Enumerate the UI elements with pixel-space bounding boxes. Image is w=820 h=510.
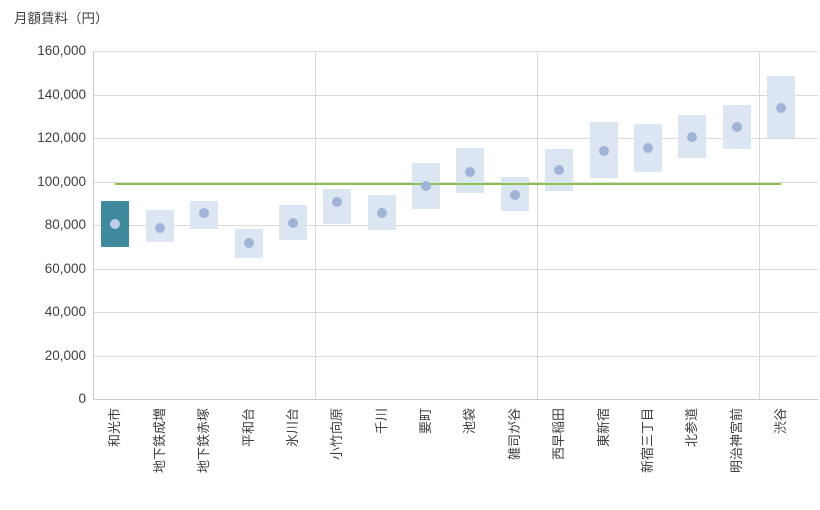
y-gridline xyxy=(93,355,818,357)
y-axis-tick-label: 120,000 xyxy=(37,130,86,145)
y-gridline xyxy=(93,225,818,226)
x-axis-line xyxy=(93,399,818,400)
x-axis-category-label: 新宿三丁目 xyxy=(639,408,655,474)
x-axis-category-label: 小竹向原 xyxy=(329,408,345,461)
value-dot xyxy=(642,142,653,153)
value-dot xyxy=(731,122,742,133)
x-axis-category-label: 雑司が谷 xyxy=(506,408,522,461)
y-axis-tick-label: 140,000 xyxy=(37,86,86,102)
value-dot xyxy=(687,131,698,142)
y-axis-tick-label: 20,000 xyxy=(44,347,86,363)
y-axis-line xyxy=(93,51,94,399)
x-axis-category-label: 和光市 xyxy=(107,408,123,448)
value-dot xyxy=(332,197,343,208)
value-dot xyxy=(110,218,121,229)
y-axis-tick-label: 60,000 xyxy=(44,260,86,276)
value-dot xyxy=(554,164,565,175)
x-axis-category-label: 千川 xyxy=(373,408,389,435)
value-dot xyxy=(509,189,520,200)
x-axis-category-label: 氷川台 xyxy=(284,408,300,448)
x-axis-category-label: 地下鉄赤塚 xyxy=(196,408,212,474)
section-separator-line xyxy=(314,51,316,399)
y-axis-tick-label: 100,000 xyxy=(37,173,86,189)
value-dot xyxy=(154,223,165,234)
y-gridline xyxy=(93,138,818,139)
x-axis-category-label: 明治神宮前 xyxy=(728,408,744,474)
value-dot xyxy=(243,238,254,249)
average-line xyxy=(115,182,781,185)
value-dot xyxy=(775,102,786,113)
y-axis-tick-label: 40,000 xyxy=(44,304,86,319)
x-axis-category-label: 要町 xyxy=(418,408,434,435)
x-axis-category-label: 地下鉄成増 xyxy=(151,408,167,474)
y-gridline xyxy=(93,51,818,52)
x-axis-category-label: 西早稲田 xyxy=(551,408,567,461)
value-dot xyxy=(465,166,476,177)
value-dot xyxy=(421,180,432,191)
x-axis-category-label: 平和台 xyxy=(240,408,256,448)
y-gridline xyxy=(93,268,818,270)
x-axis-category-label: 北参道 xyxy=(684,408,700,448)
section-separator-line xyxy=(536,51,538,399)
x-axis-category-label: 渋谷 xyxy=(772,408,788,435)
y-gridline xyxy=(93,181,818,183)
section-separator-line xyxy=(758,51,760,399)
value-dot xyxy=(199,208,210,219)
x-axis-category-label: 東新宿 xyxy=(595,408,611,448)
x-axis-category-label: 池袋 xyxy=(462,408,478,435)
value-dot xyxy=(598,146,609,157)
value-dot xyxy=(376,208,387,219)
y-axis-tick-label: 80,000 xyxy=(44,217,86,232)
y-gridline xyxy=(93,312,818,313)
y-gridline xyxy=(93,94,818,96)
y-axis-tick-label: 160,000 xyxy=(37,43,86,58)
y-axis-tick-label: 0 xyxy=(78,391,86,406)
value-dot xyxy=(287,217,298,228)
chart-title: 月額賃料（円） xyxy=(14,11,109,26)
